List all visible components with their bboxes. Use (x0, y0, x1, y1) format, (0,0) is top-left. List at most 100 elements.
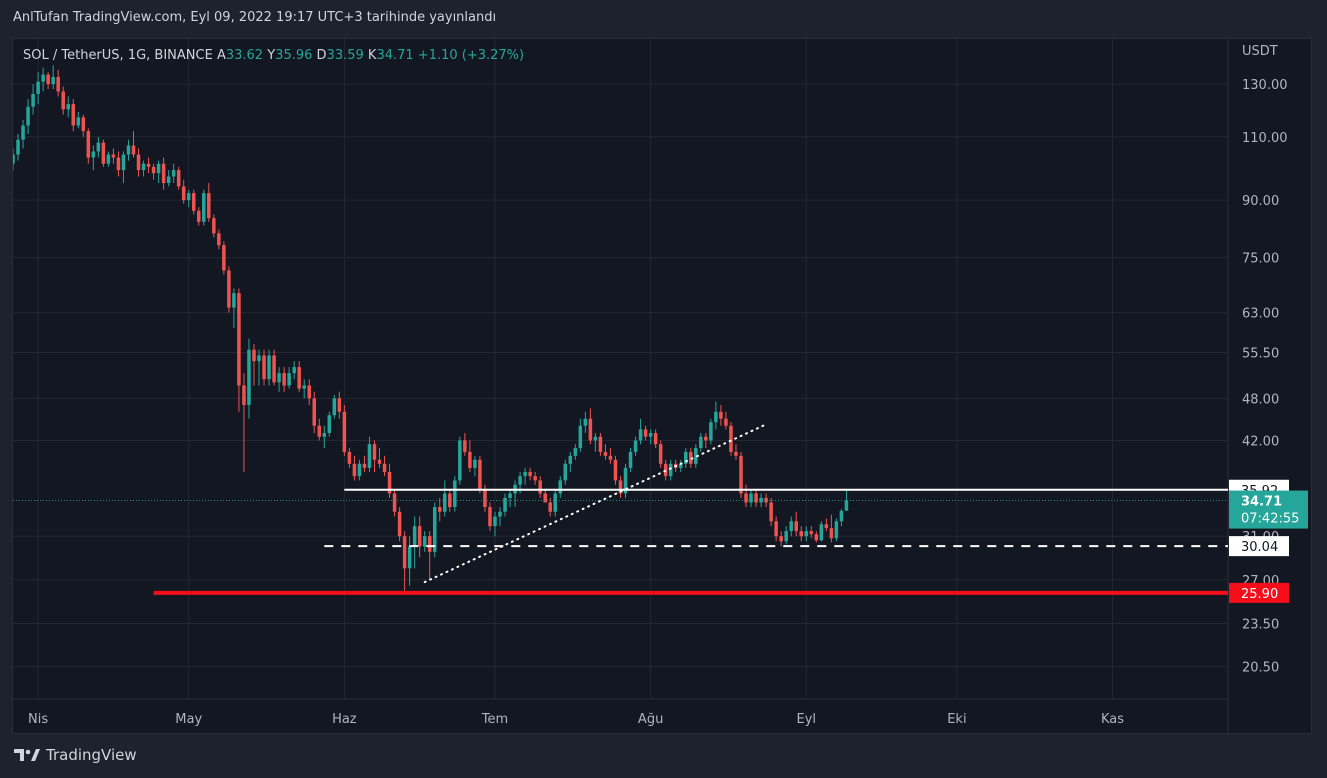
candle-body (136, 154, 141, 171)
candle (729, 422, 733, 456)
candle-body (844, 500, 849, 511)
candle (16, 133, 20, 161)
candle (131, 131, 136, 158)
candle (528, 467, 532, 481)
candle-body (202, 193, 206, 222)
candle-body (357, 463, 362, 477)
candle-body (76, 117, 81, 126)
chart-area[interactable]: Nis May Haz Tem Ağu Eyl Eki Kas 130.00 110.00 90.… (12, 38, 1313, 735)
candle (543, 489, 547, 503)
candle-body (387, 472, 392, 494)
candle (437, 497, 442, 522)
candle (126, 139, 131, 161)
last-price-label: 34.71 (1241, 495, 1282, 510)
x-tick-label: May (175, 712, 202, 727)
candle-body (668, 463, 673, 477)
footer-brand[interactable]: TradingView (14, 746, 137, 764)
candle-body (71, 104, 76, 126)
candle (66, 96, 70, 118)
candle (809, 526, 814, 539)
candle-body (518, 476, 522, 485)
currency-label: USDT (1242, 44, 1278, 59)
candle-body (628, 451, 633, 468)
candle-body (197, 210, 201, 222)
price-axis: 130.00 110.00 90.00 75.00 63.00 55.50 48.00 42.… (1229, 44, 1308, 676)
candle-body (709, 422, 713, 441)
candle (212, 214, 216, 238)
candle (191, 189, 196, 215)
candle (839, 508, 844, 527)
candle-body (548, 502, 552, 512)
candle-body (407, 546, 412, 569)
candle (417, 516, 422, 558)
candle (648, 429, 653, 445)
candle-body (719, 411, 723, 419)
candle (96, 136, 101, 158)
candle (267, 349, 271, 386)
candle (513, 480, 517, 508)
candle (342, 404, 347, 456)
candle (412, 516, 417, 569)
candle (377, 448, 382, 468)
candle (739, 451, 743, 498)
x-tick-label: Kas (1101, 712, 1124, 727)
candle (36, 72, 40, 105)
candle-body (558, 480, 563, 494)
candle (658, 440, 663, 468)
candle (759, 493, 763, 508)
candle-body (352, 463, 357, 477)
candle-body (839, 510, 844, 522)
candle-body (257, 355, 261, 362)
candle (372, 440, 377, 473)
candle-body (217, 233, 221, 246)
candle (227, 266, 231, 313)
candle-body (212, 218, 216, 234)
candle-body (598, 436, 603, 452)
candle-body (463, 440, 467, 452)
candle (166, 170, 171, 187)
candle (568, 451, 573, 473)
candle-body (91, 151, 96, 158)
x-tick-label: Ağu (638, 712, 663, 727)
major-support-tag (1229, 582, 1289, 603)
trendline (423, 423, 768, 584)
candle-body (422, 536, 427, 547)
price-chart[interactable]: Nis May Haz Tem Ağu Eyl Eki Kas 130.00 110.00 90.… (13, 39, 1313, 735)
candle (327, 411, 332, 437)
candle (357, 459, 362, 481)
candle (56, 69, 60, 97)
candle (161, 157, 166, 190)
candle (51, 65, 55, 90)
candle-body (327, 415, 332, 434)
candle (402, 531, 407, 592)
candle (533, 472, 537, 485)
candle (197, 207, 201, 226)
candle-body (704, 436, 708, 441)
x-tick-label: Haz (332, 712, 357, 727)
candle-body (543, 493, 547, 503)
candle (523, 467, 527, 485)
candle-body (21, 125, 25, 140)
x-tick-label: Eyl (796, 712, 816, 727)
candle-body (638, 429, 643, 441)
candle-body (437, 507, 442, 512)
candle-body (252, 349, 256, 362)
candle (749, 489, 753, 508)
candle-body (16, 139, 20, 155)
support-tag-label: 30.04 (1241, 540, 1278, 555)
candle-body (814, 534, 819, 541)
candle-body (503, 497, 507, 512)
candle (694, 444, 698, 468)
candle-body (337, 398, 342, 412)
candle (257, 349, 261, 386)
candle-body (458, 440, 462, 481)
y-tick-label: 130.00 (1242, 78, 1288, 93)
candle-body (101, 142, 106, 164)
candle-body (533, 476, 537, 481)
candle (824, 518, 829, 532)
y-tick-label: 48.00 (1242, 392, 1279, 407)
candle-body (181, 186, 186, 201)
candle-body (618, 480, 623, 494)
candle-body (689, 451, 693, 464)
candle (407, 536, 412, 586)
